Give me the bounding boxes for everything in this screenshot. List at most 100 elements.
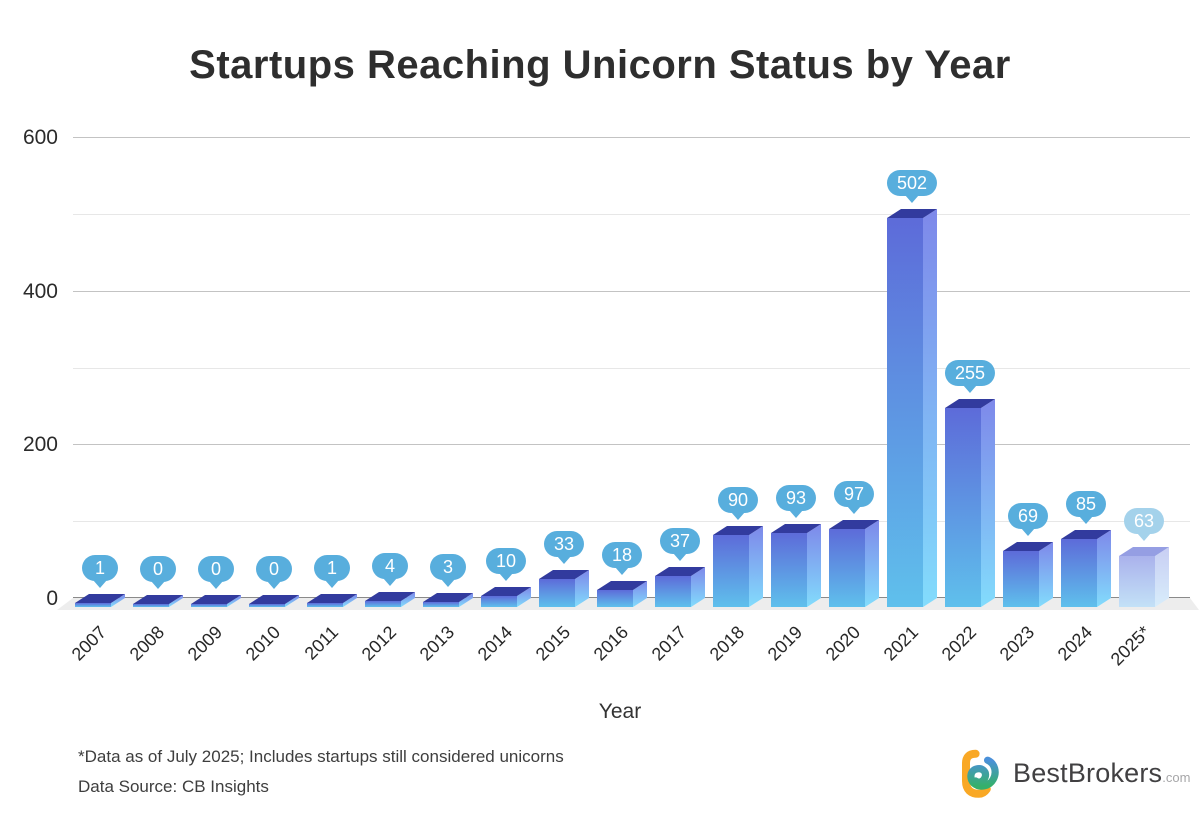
value-label: 1 [82, 555, 118, 581]
bar-front-face [423, 602, 459, 607]
value-callout-2022: 255 [944, 360, 996, 393]
bar-side-face [517, 587, 531, 607]
bar-front-face [365, 601, 401, 607]
bar-top-face [1119, 547, 1169, 556]
bar-front-face [1003, 551, 1039, 607]
value-callout-2008: 0 [140, 556, 176, 589]
gridline-minor-500 [73, 214, 1190, 215]
value-label: 18 [601, 542, 643, 568]
callout-pointer [1137, 533, 1151, 541]
bar-top-face [423, 593, 473, 602]
bar-front-face [191, 604, 227, 607]
bar-front-face [133, 604, 169, 607]
bar-2022 [945, 399, 995, 607]
value-callout-2018: 90 [717, 487, 759, 520]
bar-front-face [829, 529, 865, 607]
bar-top-face [655, 567, 705, 576]
callout-pointer [383, 578, 397, 586]
value-callout-2015: 33 [543, 531, 585, 564]
callout-pointer [499, 573, 513, 581]
gridline-major-600 [73, 137, 1190, 138]
footnote-data-source: Data Source: CB Insights [78, 777, 269, 796]
bar-2012 [365, 592, 415, 607]
callout-pointer [1021, 528, 1035, 536]
value-callout-2010: 0 [256, 556, 292, 589]
bar-2020 [829, 520, 879, 607]
bar-2019 [771, 524, 821, 607]
bar-front-face [655, 576, 691, 607]
footnote-data-asof: *Data as of July 2025; Includes startups… [78, 747, 564, 766]
bar-front-face [539, 579, 575, 607]
bar-side-face [401, 592, 415, 607]
value-label: 97 [833, 481, 875, 507]
callout-pointer [615, 567, 629, 575]
bar-side-face [1097, 530, 1111, 607]
value-callout-2009: 0 [198, 556, 234, 589]
value-callout-2025-star: 63 [1123, 508, 1165, 541]
value-label: 93 [775, 485, 817, 511]
value-callout-2023: 69 [1007, 503, 1049, 536]
y-tick-label-400: 400 [22, 280, 58, 303]
brand-tld: .com [1162, 769, 1191, 785]
bar-front-face [307, 603, 343, 607]
value-label: 4 [372, 553, 408, 579]
bar-2014 [481, 587, 531, 607]
callout-pointer [731, 512, 745, 520]
bar-2016 [597, 581, 647, 607]
bar-top-face [481, 587, 531, 596]
callout-pointer [441, 579, 455, 587]
bar-side-face [169, 595, 183, 607]
bar-2018 [713, 526, 763, 607]
bar-2017 [655, 567, 705, 607]
value-label: 0 [198, 556, 234, 582]
value-callout-2017: 37 [659, 528, 701, 561]
bar-side-face [1155, 547, 1169, 607]
bar-front-face [597, 590, 633, 607]
bar-top-face [887, 209, 937, 218]
bar-front-face [945, 408, 981, 607]
bar-top-face [75, 594, 125, 603]
value-label: 0 [256, 556, 292, 582]
bar-2008 [133, 595, 183, 607]
callout-pointer [557, 556, 571, 564]
bar-top-face [1003, 542, 1053, 551]
value-label: 69 [1007, 503, 1049, 529]
bar-side-face [749, 526, 763, 607]
callout-pointer [325, 580, 339, 588]
callout-pointer [209, 581, 223, 589]
bar-side-face [691, 567, 705, 607]
bar-top-face [945, 399, 995, 408]
bestbrokers-logo: BestBrokers .com [958, 744, 1190, 802]
value-label: 37 [659, 528, 701, 554]
bar-top-face [133, 595, 183, 604]
value-label: 63 [1123, 508, 1165, 534]
bar-2007 [75, 594, 125, 607]
callout-pointer [1079, 516, 1093, 524]
value-callout-2024: 85 [1065, 491, 1107, 524]
bar-side-face [111, 594, 125, 607]
value-callout-2016: 18 [601, 542, 643, 575]
bar-top-face [191, 595, 241, 604]
bar-front-face [771, 533, 807, 607]
bar-2024 [1061, 530, 1111, 607]
bar-2015 [539, 570, 589, 607]
value-callout-2011: 1 [314, 555, 350, 588]
callout-pointer [789, 510, 803, 518]
value-callout-2012: 4 [372, 553, 408, 586]
bar-top-face [365, 592, 415, 601]
y-tick-label-200: 200 [22, 433, 58, 456]
gridline-major-200 [73, 444, 1190, 445]
bar-front-face [887, 218, 923, 607]
callout-pointer [904, 195, 919, 203]
bar-top-face [713, 526, 763, 535]
bar-top-face [829, 520, 879, 529]
chart-title: Startups Reaching Unicorn Status by Year [189, 42, 1011, 87]
bar-side-face [459, 593, 473, 607]
bar-2025-star [1119, 547, 1169, 607]
value-callout-2021: 502 [886, 170, 938, 203]
bar-top-face [307, 594, 357, 603]
gridline-minor-100 [73, 521, 1190, 522]
callout-pointer [151, 581, 165, 589]
brand-name: BestBrokers [1013, 757, 1163, 788]
value-callout-2013: 3 [430, 554, 466, 587]
